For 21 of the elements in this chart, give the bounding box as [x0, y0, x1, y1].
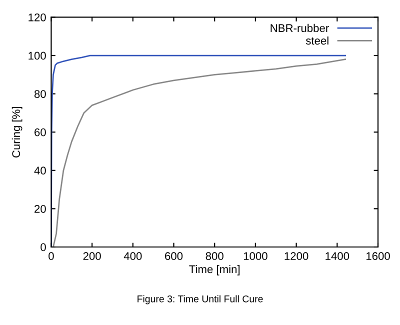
x-tick-label: 1600: [366, 252, 390, 260]
x-axis-title: Time [min]: [189, 264, 240, 276]
x-tick-label: 800: [206, 252, 224, 260]
y-tick-label: 60: [34, 128, 46, 136]
x-tick-label: 0: [48, 252, 54, 260]
y-tick-label: 80: [34, 90, 46, 98]
x-tick-label: 1200: [284, 252, 308, 260]
y-tick-label: 0: [40, 243, 46, 252]
x-tick-label: 400: [124, 252, 142, 260]
y-tick-label: 20: [34, 204, 46, 213]
y-axis-title: Curing [%]: [12, 106, 22, 158]
x-tick-label: 1400: [326, 252, 350, 260]
caption: Figure 3: Time Until Full Cure: [138, 295, 263, 304]
x-tick-label: 1000: [244, 252, 268, 260]
legend-label: NBR-rubber: [270, 24, 329, 32]
y-tick-label: 40: [34, 166, 46, 175]
x-tick-label: 600: [165, 252, 183, 260]
x-tick-label: 200: [83, 252, 101, 260]
y-tick-label: 120: [28, 13, 46, 22]
legend-label: steel: [306, 36, 328, 45]
y-tick-label: 100: [28, 52, 46, 60]
